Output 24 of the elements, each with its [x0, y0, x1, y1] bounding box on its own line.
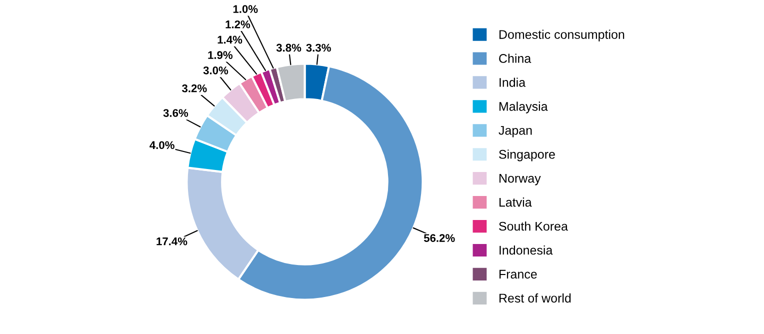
legend-label: Norway [499, 174, 541, 186]
legend-label: Indonesia [500, 245, 553, 255]
data-label: 4.0% [150, 141, 174, 150]
data-label: 17.4% [156, 237, 188, 246]
legend-label: Malaysia [499, 102, 548, 114]
data-label: 3.3% [306, 44, 331, 52]
legend-label: Japan [498, 126, 532, 138]
data-label: 56.2% [424, 234, 455, 242]
data-label: 1.2% [226, 20, 250, 28]
data-label: 1.4% [218, 36, 242, 44]
legend-label: China [499, 54, 532, 63]
legend-label: Domestic consumption [499, 30, 624, 42]
legend-label: France [499, 270, 537, 279]
data-label: 1.0% [233, 5, 258, 13]
legend-label: Latvia [499, 198, 532, 207]
data-label: 3.6% [163, 109, 188, 117]
data-label: 3.8% [276, 44, 302, 52]
legend-label: India [500, 78, 526, 87]
legend-label: Rest of world [499, 293, 571, 303]
data-label: 1.9% [208, 51, 233, 59]
legend-label: South Korea [499, 222, 568, 231]
data-label: 3.0% [203, 66, 228, 74]
legend-label: Singapore [499, 150, 555, 162]
data-label: 3.2% [182, 84, 207, 92]
